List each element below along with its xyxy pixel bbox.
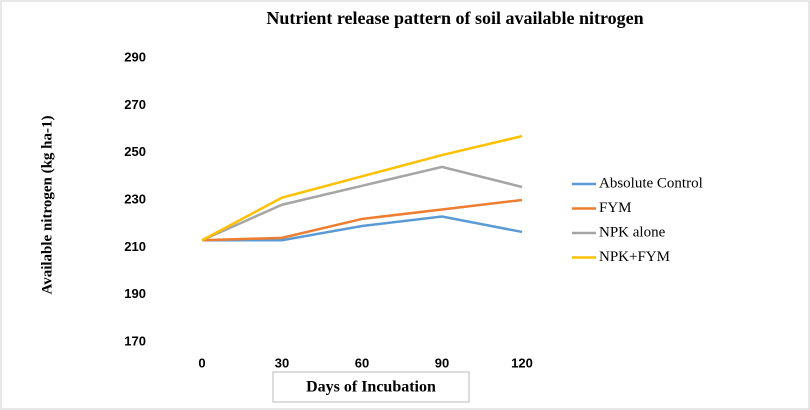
y-axis-title: Available nitrogen (kg ha-1)	[39, 115, 55, 294]
series-line	[201, 165, 523, 242]
y-tick-label: 290	[124, 49, 146, 64]
x-tick-label: 60	[355, 355, 369, 370]
series-line	[201, 198, 523, 242]
y-tick-label: 190	[124, 286, 146, 301]
x-axis-title: Days of Incubation	[306, 379, 436, 396]
chart-title: Nutrient release pattern of soil availab…	[266, 8, 643, 28]
legend-label: Absolute Control	[599, 175, 703, 191]
x-title-box	[272, 371, 470, 403]
y-tick-label: 170	[124, 333, 146, 348]
x-tick-label: 0	[198, 355, 205, 370]
y-tick-label: 250	[124, 144, 146, 159]
legend-label: FYM	[599, 200, 632, 216]
x-tick-label: 120	[511, 355, 533, 370]
x-tick-label: 90	[435, 355, 449, 370]
series-line	[201, 134, 523, 242]
y-tick-label: 230	[124, 191, 146, 206]
legend-label: NPK+FYM	[599, 249, 670, 265]
legend-label: NPK alone	[599, 224, 666, 240]
y-tick-label: 270	[124, 97, 146, 112]
y-tick-label: 210	[124, 239, 146, 254]
x-tick-label: 30	[275, 355, 289, 370]
series-line	[202, 215, 523, 242]
